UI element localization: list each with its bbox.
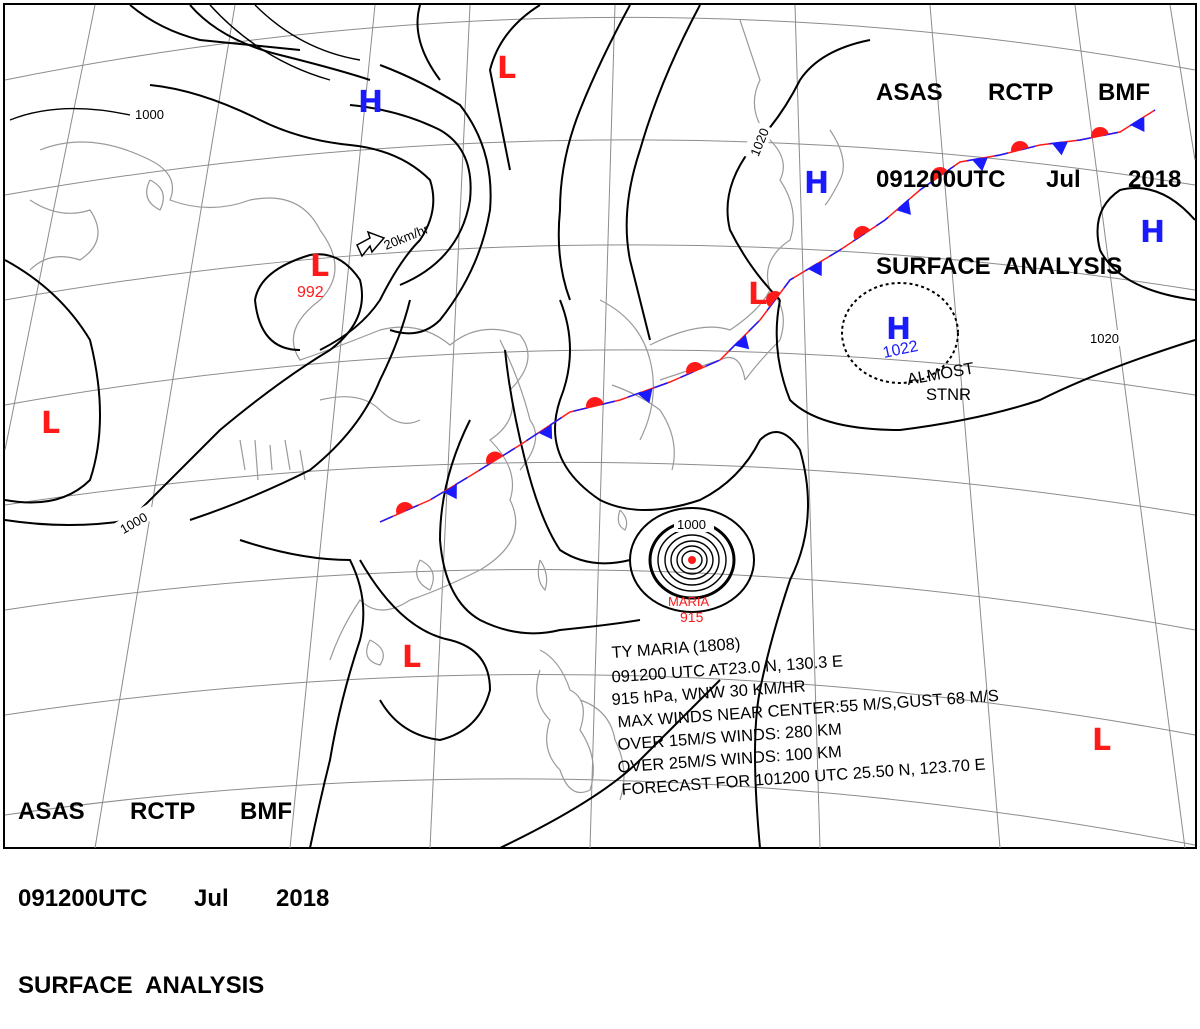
weather-map: 20km/hr 1000 1020 1020 1000 1000 H L L 9… [3, 3, 1197, 849]
header-top-title: SURFACE ANALYSIS [876, 253, 1123, 280]
header-year: 2018 [276, 885, 330, 912]
header-station-code: RCTP [988, 79, 1054, 106]
low-pressure-symbol: L [402, 640, 421, 675]
high-pressure-symbol: H [886, 312, 911, 347]
cold-front-triangle [637, 388, 653, 404]
cold-front-triangle [538, 424, 553, 440]
cold-front-triangle [972, 157, 988, 172]
typhoon-name-label: MARIA [668, 594, 710, 609]
isobars [4, 4, 1196, 849]
isobar-labels: 1000 1020 1020 1000 1000 [114, 106, 1128, 537]
isobar-label: 1000 [677, 517, 706, 532]
header-bottom-line1: ASAS RCTP BMF [18, 797, 329, 826]
header-agency-code: BMF [1098, 79, 1150, 106]
low-pressure-value: 992 [297, 284, 324, 301]
stationary-front [379, 109, 1156, 523]
dotted-high-contour [841, 282, 959, 384]
header-agency-code: BMF [240, 798, 292, 825]
stationary-note-line2: STNR [926, 386, 971, 404]
warm-front-bump [853, 226, 870, 240]
warm-front-bump [686, 362, 704, 375]
header-month: Jul [1046, 166, 1081, 193]
typhoon-center-icon [688, 556, 696, 564]
warm-front-bump [486, 451, 503, 466]
warm-front-bump [586, 397, 604, 409]
isobars-thin [9, 4, 361, 121]
high-pressure-symbol: H [358, 85, 383, 120]
high-pressure-symbol: H [804, 166, 829, 201]
cold-front-triangle [808, 260, 822, 277]
header-station-code: RCTP [130, 798, 196, 825]
low-pressure-symbol: L [748, 277, 767, 312]
coastlines [29, 19, 844, 801]
low-pressure-symbol: L [1092, 723, 1111, 758]
warm-front-bump [931, 167, 948, 182]
cold-front-triangle [1130, 116, 1145, 133]
header-month: Jul [194, 885, 229, 912]
cold-front-triangle [1052, 141, 1068, 156]
header-top-line2: 091200UTC Jul 2018 [876, 165, 1181, 194]
cold-front-triangle [896, 199, 911, 215]
low-pressure-symbol: L [310, 249, 329, 284]
cold-front-triangle [734, 334, 750, 350]
header-year: 2018 [1128, 166, 1182, 193]
high-pressure-symbol: H [1140, 215, 1165, 250]
warm-front-bump [766, 291, 781, 308]
map-frame [3, 3, 1197, 849]
low-pressure-symbol: L [41, 406, 60, 441]
typhoon-info-block: TY MARIA (1808)091200 UTC AT23.0 N, 130.… [611, 635, 999, 799]
front-line-cold [379, 109, 1156, 523]
warm-front-bump [396, 502, 414, 515]
header-product-code: ASAS [876, 79, 943, 106]
header-bottom-title: SURFACE ANALYSIS [18, 972, 265, 999]
pressure-symbols: H L L 992 H H H 1022 L L L L [41, 51, 1165, 758]
warm-front-bump [1011, 141, 1029, 153]
header-top-line1: ASAS RCTP BMF [876, 78, 1181, 107]
typhoon-pressure-label: 915 [680, 609, 704, 625]
isobar-label: 1000 [135, 107, 164, 122]
cold-front-triangle [443, 483, 457, 500]
header-product-code: ASAS [18, 798, 85, 825]
low-pressure-symbol: L [497, 51, 516, 86]
typhoon-info-line: TY MARIA (1808) [611, 635, 741, 662]
warm-front-bump [1091, 127, 1109, 138]
isobar-label: 1020 [1090, 331, 1119, 346]
movement-speed-label: 20km/hr [382, 221, 432, 253]
graticule [4, 4, 1196, 849]
header-bottom-line2: 091200UTC Jul 2018 [18, 884, 329, 913]
header-bottom: ASAS RCTP BMF 091200UTC Jul 2018 SURFACE ANA… [18, 739, 329, 1029]
header-top: ASAS RCTP BMF 091200UTC Jul 2018 SURFACE ANA… [876, 20, 1181, 310]
header-datetime: 091200UTC [18, 885, 148, 912]
movement-arrow-icon [356, 230, 386, 258]
header-datetime: 091200UTC [876, 166, 1006, 193]
